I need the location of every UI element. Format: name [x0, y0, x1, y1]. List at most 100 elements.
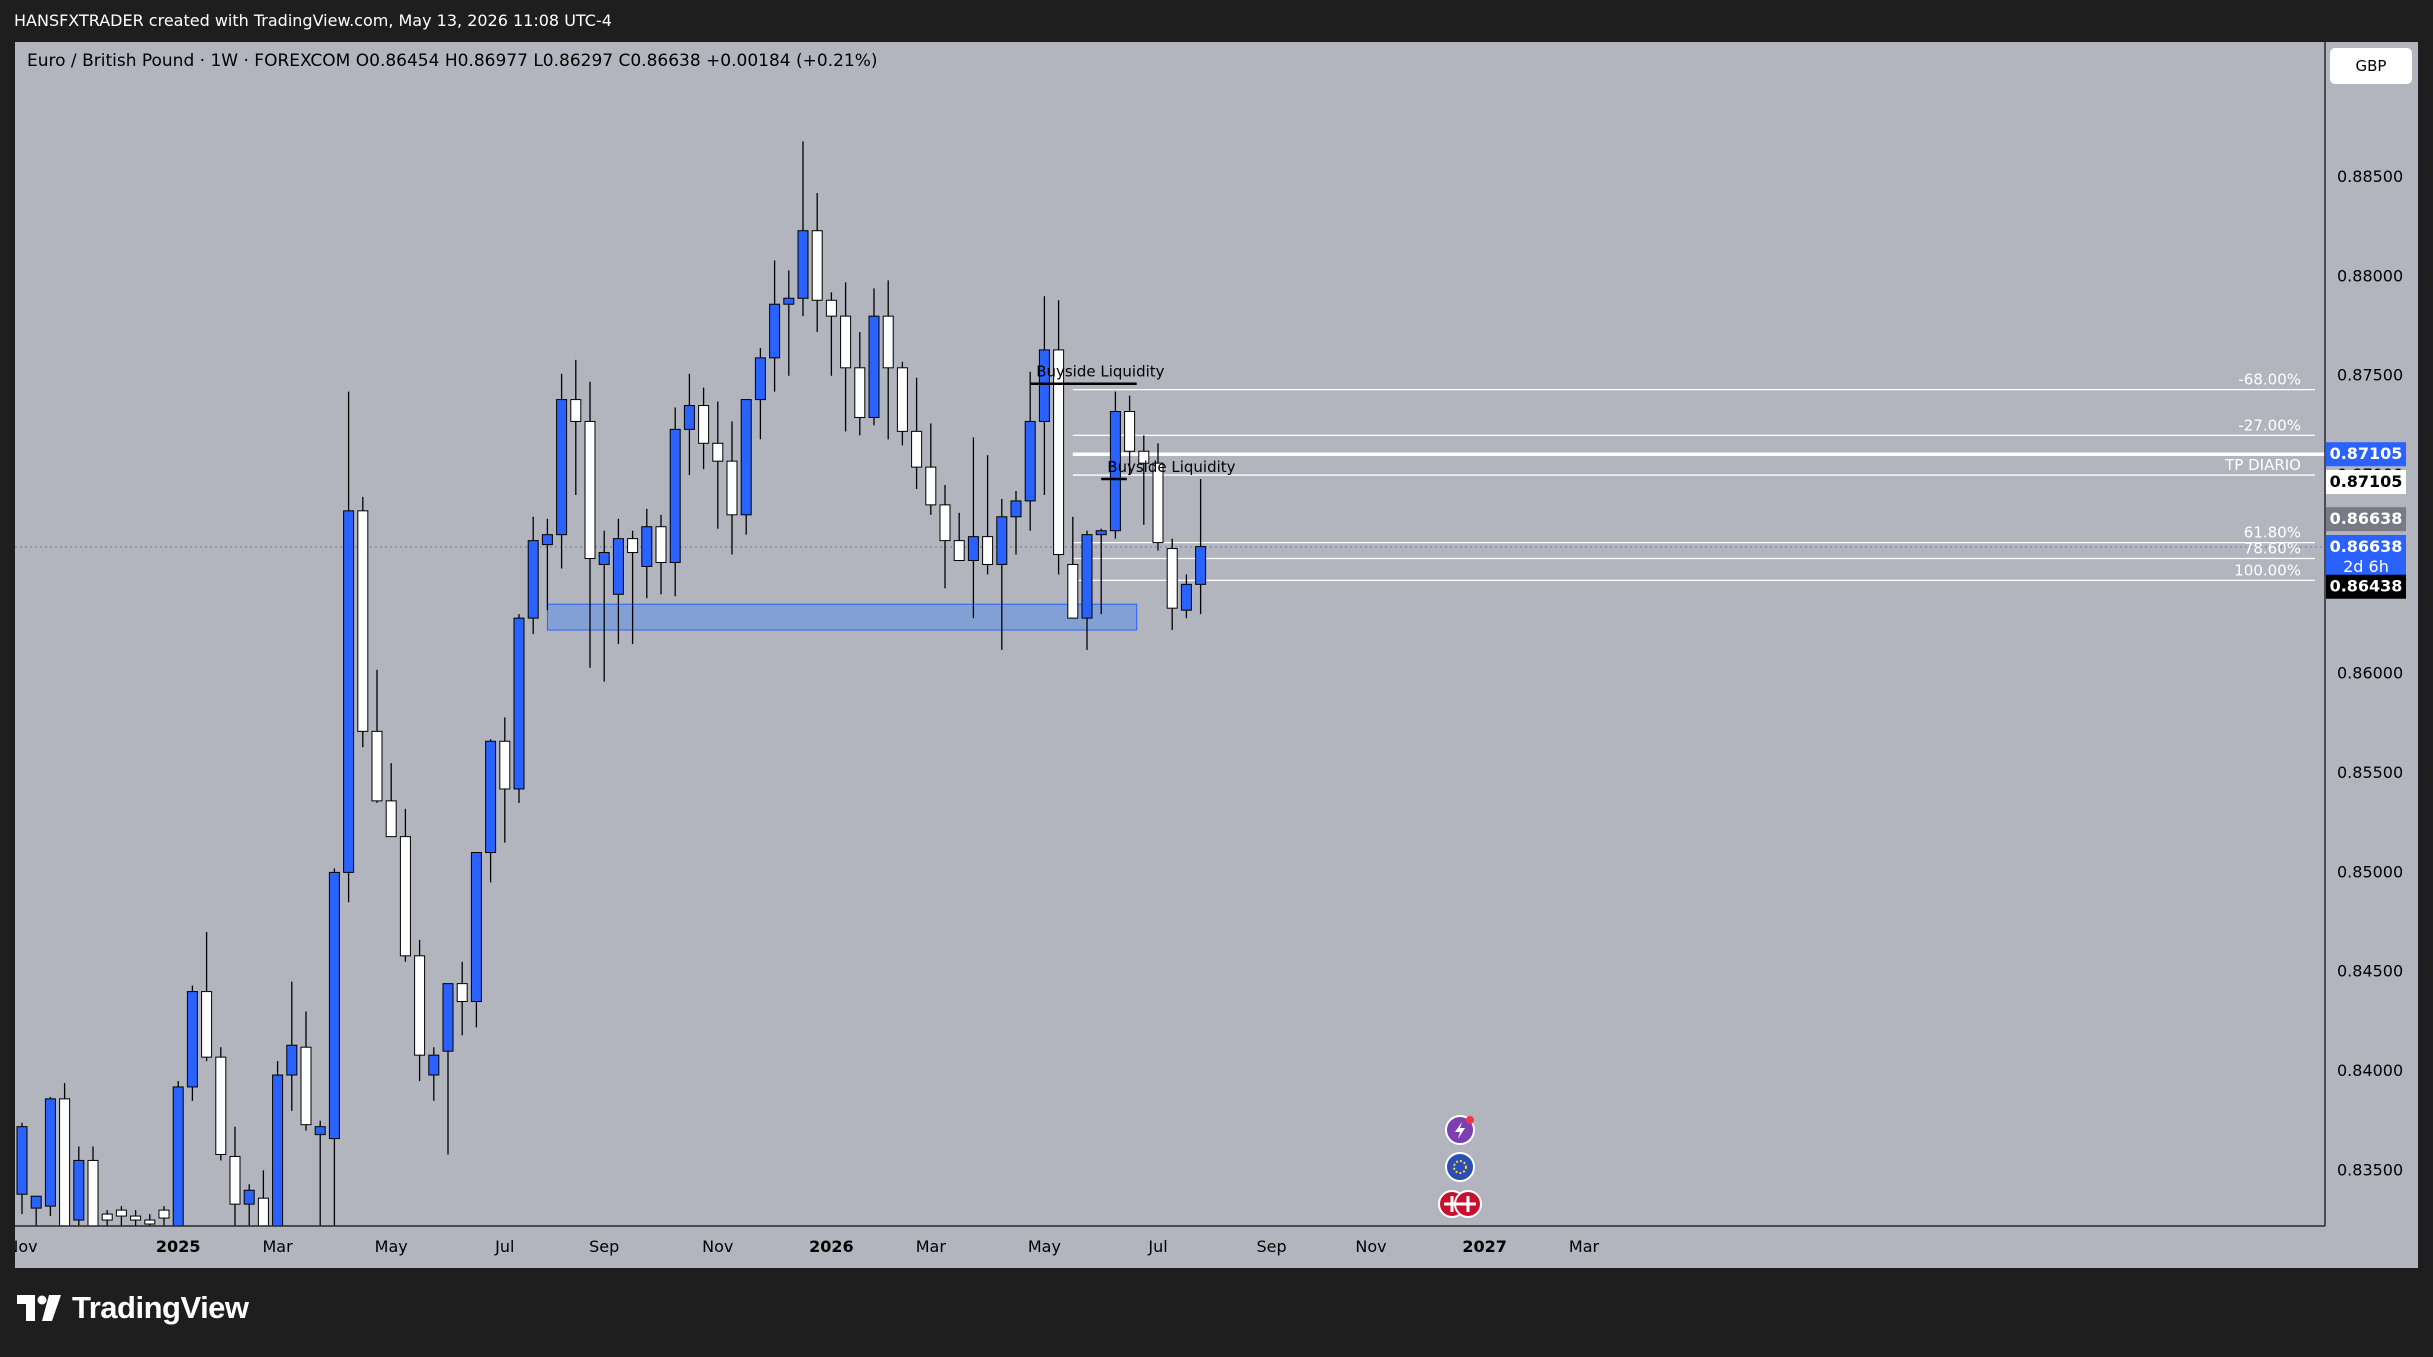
candle-body: [229, 1155, 241, 1205]
price-tag: 0.87105: [2326, 470, 2406, 495]
time-axis[interactable]: [15, 1226, 2418, 1268]
candle-body: [399, 836, 411, 957]
candle-body: [371, 730, 383, 802]
candle-body: [598, 552, 610, 565]
candle-body: [428, 1054, 440, 1076]
candle-body: [414, 955, 426, 1056]
price-tag-text: 0.86638: [2330, 509, 2403, 528]
x-tick-label: Mar: [263, 1237, 294, 1256]
footer: TradingView: [0, 1268, 2433, 1357]
candle-body: [939, 504, 951, 542]
x-tick-label: 2027: [1462, 1237, 1507, 1256]
candle: [712, 401, 724, 529]
price-tag-text: 0.87105: [2330, 472, 2403, 491]
candle: [854, 332, 866, 436]
candle: [1180, 574, 1192, 619]
candle: [1067, 516, 1079, 619]
price-tag-text: 0.86438: [2330, 577, 2403, 596]
price-tag-box: [2326, 470, 2406, 495]
candle: [570, 359, 582, 495]
candle: [882, 280, 894, 440]
candle: [385, 763, 397, 838]
y-tick-label: 0.84500: [2337, 962, 2403, 981]
x-tick-label: Mar: [1569, 1237, 1600, 1256]
candle-body: [172, 1086, 184, 1227]
candle: [840, 282, 852, 432]
candle-body: [1166, 548, 1178, 609]
candle: [527, 516, 539, 634]
candle-body: [272, 1074, 284, 1227]
x-tick-label: Mar: [916, 1237, 947, 1256]
candle-body: [101, 1213, 113, 1221]
candle: [669, 407, 681, 597]
currency-badge[interactable]: GBP: [2330, 48, 2412, 84]
candle: [201, 931, 213, 1062]
x-tick-label: Jul: [494, 1237, 514, 1256]
candle-body: [470, 852, 482, 1003]
candle: [740, 399, 752, 535]
x-tick-label: 2025: [156, 1237, 201, 1256]
candle-body: [982, 536, 994, 565]
eu-flag-icon[interactable]: [1445, 1152, 1475, 1182]
candle: [1038, 296, 1050, 495]
candle: [541, 518, 553, 611]
candle-body: [627, 538, 639, 554]
tradingview-logo-text: TradingView: [72, 1290, 249, 1325]
candle-body: [73, 1159, 85, 1221]
chart-area[interactable]: -68.00% -27.00% TP DIARIO 61.80% 78.60% 100.0…: [15, 42, 2418, 1268]
axes-layer: [15, 42, 2418, 1268]
candle-body: [385, 800, 397, 838]
candle: [641, 508, 653, 599]
candle-body: [868, 315, 880, 418]
fib-level-label: TP DIARIO: [2224, 456, 2301, 474]
candle-body: [541, 534, 553, 546]
candle: [513, 614, 525, 803]
candle: [44, 1096, 56, 1217]
candle-body: [584, 420, 596, 560]
candle: [1138, 435, 1150, 525]
x-tick-labels: Nov 2025 Mar May Jul Sep Nov 2026 Mar May Jul Sep No…: [15, 1237, 1600, 1256]
candle: [470, 852, 482, 1028]
candle: [115, 1206, 127, 1226]
chart-svg[interactable]: -68.00% -27.00% TP DIARIO 61.80%78.60% 100.0…: [15, 42, 2418, 1268]
price-axis[interactable]: [2325, 42, 2418, 1268]
credit-text: HANSFXTRADER created with TradingView.co…: [14, 11, 612, 30]
candle-body: [1024, 420, 1036, 502]
candle: [982, 455, 994, 575]
candle: [414, 939, 426, 1081]
candle: [783, 270, 795, 376]
fib-level-label: 61.80%: [2244, 524, 2301, 542]
candle-body: [115, 1209, 127, 1217]
candle-body: [1067, 563, 1079, 619]
candle-body: [314, 1126, 326, 1136]
x-tick-label: May: [375, 1237, 408, 1256]
fib-level-label: 100.00%: [2234, 561, 2301, 579]
candle: [300, 1011, 312, 1131]
candle-body: [1195, 546, 1207, 585]
candle: [186, 985, 198, 1101]
uk-flag-icon[interactable]: [1438, 1190, 1482, 1218]
lightning-icon[interactable]: [1445, 1115, 1475, 1145]
y-tick-label: 0.85500: [2337, 763, 2403, 782]
candle-body: [1010, 500, 1022, 518]
candle-body: [527, 540, 539, 619]
candle-body: [996, 516, 1008, 565]
candle: [655, 514, 667, 595]
y-tick-label: 0.84000: [2337, 1061, 2403, 1080]
fib-level-label: 78.60%: [2244, 540, 2301, 558]
candle-body: [797, 230, 809, 299]
candle-body: [811, 230, 823, 301]
candle: [584, 381, 596, 668]
candle-body: [556, 399, 568, 536]
candle-body: [257, 1197, 269, 1227]
candle-body: [1053, 349, 1065, 556]
candle-body: [130, 1215, 142, 1221]
candle: [925, 423, 937, 515]
candle-body: [1138, 450, 1150, 464]
price-tag-text: 0.86638: [2330, 537, 2403, 556]
candle: [499, 717, 511, 843]
candle-body: [186, 991, 198, 1088]
candle: [556, 373, 568, 569]
